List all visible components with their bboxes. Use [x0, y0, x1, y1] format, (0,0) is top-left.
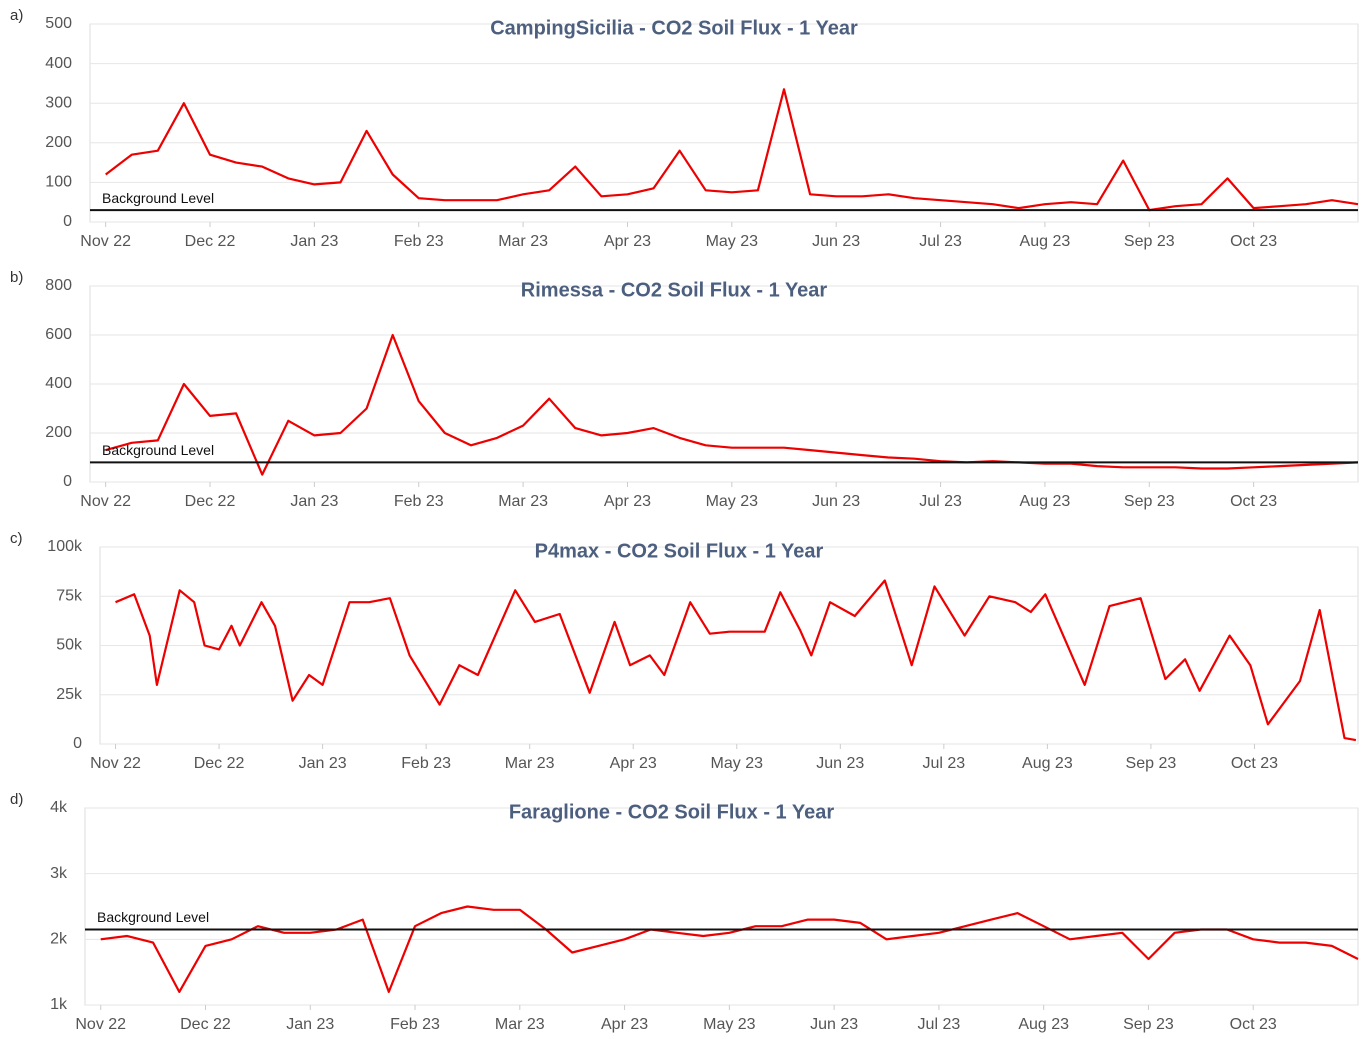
y-tick-label: 400 — [45, 55, 72, 72]
y-tick-label: 200 — [45, 424, 72, 441]
x-tick-label: Apr 23 — [604, 233, 651, 250]
y-tick-label: 3k — [50, 865, 68, 882]
x-tick-label: Apr 23 — [604, 493, 651, 510]
x-tick-label: May 23 — [703, 1016, 756, 1033]
x-tick-label: Sep 23 — [1124, 233, 1175, 250]
x-tick-label: Feb 23 — [401, 755, 451, 772]
y-tick-label: 0 — [73, 735, 82, 752]
y-tick-label: 300 — [45, 94, 72, 111]
y-tick-label: 2k — [50, 931, 68, 948]
x-tick-label: Apr 23 — [601, 1016, 648, 1033]
y-tick-label: 100k — [47, 538, 83, 555]
chart-title: Faraglione - CO2 Soil Flux - 1 Year — [509, 801, 835, 823]
x-tick-label: Nov 22 — [80, 493, 131, 510]
x-tick-label: Feb 23 — [394, 233, 444, 250]
x-tick-label: Jan 23 — [290, 493, 338, 510]
x-tick-label: Nov 22 — [75, 1016, 126, 1033]
x-tick-label: Feb 23 — [394, 493, 444, 510]
panel-label: d) — [10, 791, 23, 808]
x-tick-label: Nov 22 — [80, 233, 131, 250]
x-tick-label: Mar 23 — [498, 233, 548, 250]
data-line — [105, 88, 1359, 212]
panel-label: b) — [10, 269, 23, 286]
x-tick-label: Jan 23 — [290, 233, 338, 250]
x-tick-label: Sep 23 — [1126, 755, 1177, 772]
y-tick-label: 100 — [45, 174, 72, 191]
x-tick-label: May 23 — [711, 755, 764, 772]
y-tick-label: 800 — [45, 277, 72, 294]
x-tick-label: Jul 23 — [918, 1016, 961, 1033]
x-tick-label: Jun 23 — [816, 755, 864, 772]
y-tick-label: 75k — [56, 587, 83, 604]
x-tick-label: Jun 23 — [812, 233, 860, 250]
x-tick-label: Oct 23 — [1230, 233, 1277, 250]
panel-label: a) — [10, 7, 23, 24]
x-tick-label: Sep 23 — [1124, 493, 1175, 510]
background-label: Background Level — [102, 190, 214, 206]
x-tick-label: Feb 23 — [390, 1016, 440, 1033]
chart-title: Rimessa - CO2 Soil Flux - 1 Year — [521, 279, 828, 301]
x-tick-label: May 23 — [706, 493, 759, 510]
background-label: Background Level — [97, 909, 209, 925]
data-line — [100, 905, 1359, 993]
y-tick-label: 0 — [63, 473, 72, 490]
y-tick-label: 1k — [50, 996, 68, 1013]
x-tick-label: Aug 23 — [1020, 233, 1071, 250]
x-tick-label: Sep 23 — [1123, 1016, 1174, 1033]
y-tick-label: 25k — [56, 686, 83, 703]
data-line — [115, 579, 1357, 742]
x-tick-label: Mar 23 — [495, 1016, 545, 1033]
x-tick-label: Jul 23 — [922, 755, 965, 772]
x-tick-label: Dec 22 — [185, 493, 236, 510]
x-tick-label: May 23 — [706, 233, 759, 250]
x-tick-label: Jun 23 — [810, 1016, 858, 1033]
x-tick-label: Aug 23 — [1022, 755, 1073, 772]
y-tick-label: 4k — [50, 799, 68, 816]
y-tick-label: 200 — [45, 134, 72, 151]
x-tick-label: Nov 22 — [90, 755, 141, 772]
y-tick-label: 500 — [45, 15, 72, 32]
chart-title: P4max - CO2 Soil Flux - 1 Year — [535, 540, 824, 562]
y-tick-label: 0 — [63, 213, 72, 230]
x-tick-label: Jul 23 — [919, 493, 962, 510]
x-tick-label: Jan 23 — [299, 755, 347, 772]
x-tick-label: Jul 23 — [919, 233, 962, 250]
x-tick-label: Mar 23 — [498, 493, 548, 510]
x-tick-label: Aug 23 — [1018, 1016, 1069, 1033]
x-tick-label: Jun 23 — [812, 493, 860, 510]
x-tick-label: Apr 23 — [610, 755, 657, 772]
chart-title: CampingSicilia - CO2 Soil Flux - 1 Year — [490, 17, 858, 39]
x-tick-label: Mar 23 — [505, 755, 555, 772]
x-tick-label: Dec 22 — [194, 755, 245, 772]
plot-frame — [84, 807, 1359, 1006]
x-tick-label: Aug 23 — [1020, 493, 1071, 510]
x-tick-label: Dec 22 — [180, 1016, 231, 1033]
x-tick-label: Jan 23 — [286, 1016, 334, 1033]
panel-label: c) — [10, 530, 23, 547]
background-label: Background Level — [102, 442, 214, 458]
data-line — [105, 333, 1359, 476]
y-tick-label: 50k — [56, 637, 83, 654]
y-tick-label: 600 — [45, 326, 72, 343]
x-tick-label: Dec 22 — [185, 233, 236, 250]
x-tick-label: Oct 23 — [1230, 1016, 1277, 1033]
y-tick-label: 400 — [45, 375, 72, 392]
x-tick-label: Oct 23 — [1230, 493, 1277, 510]
x-tick-label: Oct 23 — [1231, 755, 1278, 772]
